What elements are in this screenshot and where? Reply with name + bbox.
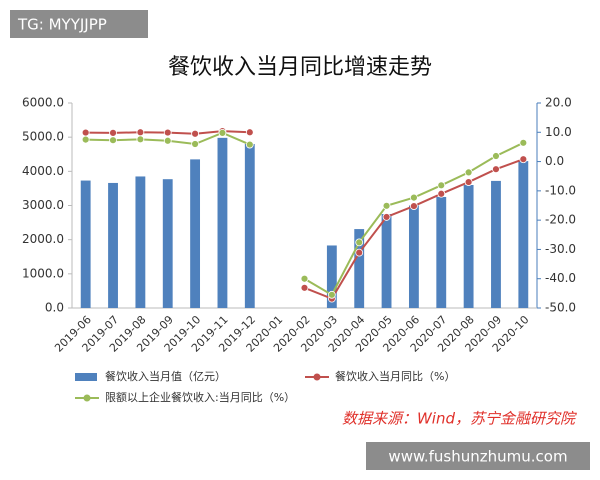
y-tick-label: 0.0 <box>45 301 64 315</box>
marker <box>300 283 309 292</box>
bar <box>80 180 91 308</box>
marker <box>245 140 254 149</box>
y-tick-label: 3000.0 <box>22 198 64 212</box>
marker <box>355 238 364 247</box>
tag: TG: MYYJJPP <box>17 16 107 34</box>
y-tick-label: 6000.0 <box>22 96 64 110</box>
y2-tick-label: -10.0 <box>545 183 576 197</box>
marker <box>245 128 254 137</box>
y2-tick-label: -50.0 <box>545 301 576 315</box>
bar <box>436 196 447 308</box>
marker <box>191 140 199 148</box>
y2-tick-label: -40.0 <box>545 271 576 285</box>
bar <box>217 137 228 308</box>
y2-tick-label: 20.0 <box>545 96 572 110</box>
bar <box>244 144 255 308</box>
bar <box>381 214 392 308</box>
marker <box>163 128 172 137</box>
y2-tick-label: 0.0 <box>545 154 564 168</box>
bar <box>108 182 118 308</box>
marker <box>492 165 500 174</box>
y-tick-label: 1000.0 <box>22 266 64 280</box>
watermark: www.fushunzhumu.com <box>388 448 567 466</box>
legend-swatch <box>75 373 97 381</box>
bar <box>135 176 146 308</box>
marker <box>519 155 528 164</box>
y-tick-label: 2000.0 <box>22 232 64 246</box>
marker <box>191 129 199 138</box>
marker <box>410 193 418 202</box>
legend-label: 餐饮收入当月值（亿元） <box>105 369 226 383</box>
marker <box>109 136 117 145</box>
marker <box>382 201 391 210</box>
marker <box>492 152 500 160</box>
marker <box>382 213 391 221</box>
marker <box>437 181 446 190</box>
legend-label: 限额以上企业餐饮收入:当月同比（%） <box>105 390 295 404</box>
bar <box>162 179 173 308</box>
marker <box>327 290 336 299</box>
legend-marker <box>313 373 321 381</box>
marker <box>136 128 145 137</box>
marker <box>163 136 172 145</box>
legend-label: 餐饮收入当月同比（%） <box>335 369 455 383</box>
bar <box>463 185 474 308</box>
marker <box>464 178 473 186</box>
marker <box>300 274 309 283</box>
bar <box>354 229 365 308</box>
watermark-box <box>366 442 590 470</box>
marker <box>136 135 145 144</box>
marker <box>410 202 418 210</box>
marker <box>437 189 446 198</box>
marker <box>519 138 528 147</box>
marker <box>355 248 364 257</box>
y-tick-label: 4000.0 <box>22 164 64 178</box>
marker <box>218 128 227 137</box>
chart-title: 餐饮收入当月同比增速走势 <box>168 55 432 80</box>
y2-tick-label: -20.0 <box>545 213 576 227</box>
marker <box>464 168 473 177</box>
marker <box>81 128 90 137</box>
bar <box>190 159 201 308</box>
marker <box>81 135 90 144</box>
source: 数据来源：Wind，苏宁金融研究院 <box>342 410 577 428</box>
y-tick-label: 5000.0 <box>22 130 64 144</box>
y2-tick-label: -30.0 <box>545 242 576 256</box>
bar <box>491 180 501 308</box>
legend-marker <box>83 394 91 402</box>
bar <box>518 161 529 308</box>
marker <box>109 128 117 137</box>
tag-box <box>10 10 148 38</box>
bar <box>408 205 419 308</box>
bar <box>326 245 337 308</box>
y2-tick-label: 10.0 <box>545 125 572 139</box>
